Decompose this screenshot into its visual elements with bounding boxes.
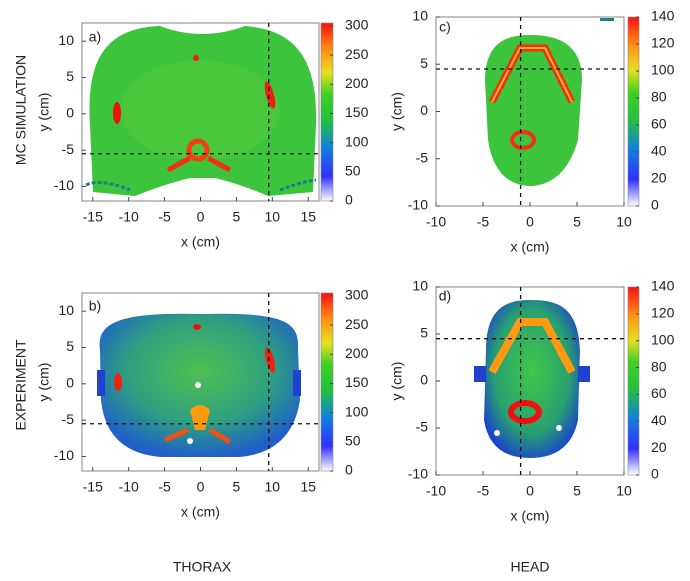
y-tick-label: -5 (416, 419, 429, 435)
colorbar-tick-label: 0 (345, 462, 353, 478)
x-axis-label: x (cm) (511, 239, 550, 255)
x-tick-label: 15 (300, 479, 316, 495)
colorbar-tick-label: 200 (345, 345, 369, 361)
y-tick-label: 10 (412, 278, 428, 294)
colorbar-tick-label: 50 (345, 433, 361, 449)
y-tick-label: -10 (408, 197, 428, 213)
y-tick-label: 10 (58, 32, 74, 48)
x-tick-label: -10 (119, 479, 139, 495)
colorbar-tick-label: 40 (651, 143, 667, 159)
colorbar-tick-label: 150 (345, 374, 369, 390)
colorbar-tick-label: 80 (651, 89, 667, 105)
colorbar-tick-label: 60 (651, 385, 667, 401)
x-tick-label: 0 (197, 209, 205, 225)
y-tick-label: 10 (412, 8, 428, 24)
y-tick-label: 10 (58, 302, 74, 318)
colorbar-tick-label: 120 (651, 35, 675, 51)
head-exp-map (474, 300, 590, 458)
x-tick-label: -15 (83, 479, 103, 495)
x-tick-label: 10 (616, 214, 632, 230)
y-tick-label: 0 (420, 372, 428, 388)
x-tick-label: 15 (300, 209, 316, 225)
colorbar-tick-label: 100 (345, 403, 369, 419)
x-tick-label: -5 (477, 214, 490, 230)
x-tick-label: -10 (119, 209, 139, 225)
y-tick-label: 0 (66, 375, 74, 391)
x-tick-label: 10 (265, 479, 281, 495)
y-tick-label: 0 (420, 102, 428, 118)
colorbar-tick-label: 60 (651, 116, 667, 132)
y-tick-label: -10 (54, 447, 74, 463)
colorbar-tick-label: 300 (345, 17, 369, 33)
colorbar-tick-label: 0 (651, 197, 659, 213)
row-label: EXPERIMENT (13, 339, 29, 430)
x-tick-label: 10 (616, 483, 632, 499)
column-label: THORAX (173, 559, 232, 575)
x-tick-label: -10 (426, 214, 446, 230)
panel-label: b) (89, 298, 101, 314)
panel-label: a) (89, 29, 101, 45)
colorbar-tick-label: 0 (651, 466, 659, 482)
colorbar-tick-label: 200 (345, 75, 369, 91)
x-tick-label: 5 (573, 214, 581, 230)
colorbar (627, 16, 640, 207)
y-tick-label: -10 (408, 466, 428, 482)
row-label: MC SIMULATION (13, 55, 29, 165)
x-tick-label: -5 (158, 209, 171, 225)
y-tick-label: 0 (66, 105, 74, 121)
y-tick-label: 5 (66, 68, 74, 84)
column-label: HEAD (511, 559, 550, 575)
colorbar-tick-label: 40 (651, 412, 667, 428)
head-sim-map (485, 18, 614, 186)
y-axis-label: y (cm) (36, 363, 52, 402)
colorbar-tick-label: 140 (651, 8, 675, 24)
x-tick-label: 5 (573, 483, 581, 499)
colorbar-tick-label: 300 (345, 287, 369, 303)
x-tick-label: -10 (426, 483, 446, 499)
thorax-sim-map (85, 26, 317, 196)
x-axis-label: x (cm) (181, 234, 220, 250)
y-axis-label: y (cm) (36, 93, 52, 132)
colorbar-tick-label: 250 (345, 316, 369, 332)
y-tick-label: -5 (62, 141, 75, 157)
colorbar-tick-label: 150 (345, 104, 369, 120)
x-tick-label: -5 (158, 479, 171, 495)
thorax-exp-map (97, 313, 301, 457)
colorbar-tick-label: 100 (651, 62, 675, 78)
y-tick-label: -10 (54, 177, 74, 193)
colorbar (320, 292, 334, 472)
colorbar (627, 286, 640, 476)
x-tick-label: 5 (233, 209, 241, 225)
x-tick-label: 0 (526, 214, 534, 230)
y-axis-label: y (cm) (389, 92, 405, 131)
y-tick-label: -5 (416, 149, 429, 165)
x-axis-label: x (cm) (181, 504, 220, 520)
colorbar-tick-label: 0 (345, 192, 353, 208)
colorbar-tick-label: 80 (651, 358, 667, 374)
x-axis-label: x (cm) (511, 508, 550, 524)
colorbar-tick-label: 120 (651, 305, 675, 321)
colorbar-tick-label: 100 (345, 133, 369, 149)
colorbar-tick-label: 50 (345, 163, 361, 179)
y-tick-label: 5 (420, 55, 428, 71)
y-tick-label: -5 (62, 411, 75, 427)
x-tick-label: 0 (197, 479, 205, 495)
x-tick-label: -5 (477, 483, 490, 499)
colorbar-tick-label: 20 (651, 439, 667, 455)
colorbar-tick-label: 140 (651, 278, 675, 294)
x-tick-label: 10 (265, 209, 281, 225)
x-tick-label: -15 (83, 209, 103, 225)
colorbar-tick-label: 100 (651, 331, 675, 347)
panel-label: c) (439, 19, 451, 35)
colorbar-tick-label: 20 (651, 170, 667, 186)
x-tick-label: 0 (526, 483, 534, 499)
colorbar-tick-label: 250 (345, 46, 369, 62)
y-tick-label: 5 (420, 325, 428, 341)
panel-label: d) (439, 288, 451, 304)
y-tick-label: 5 (66, 338, 74, 354)
x-tick-label: 5 (233, 479, 241, 495)
y-axis-label: y (cm) (389, 362, 405, 401)
colorbar (320, 22, 334, 202)
